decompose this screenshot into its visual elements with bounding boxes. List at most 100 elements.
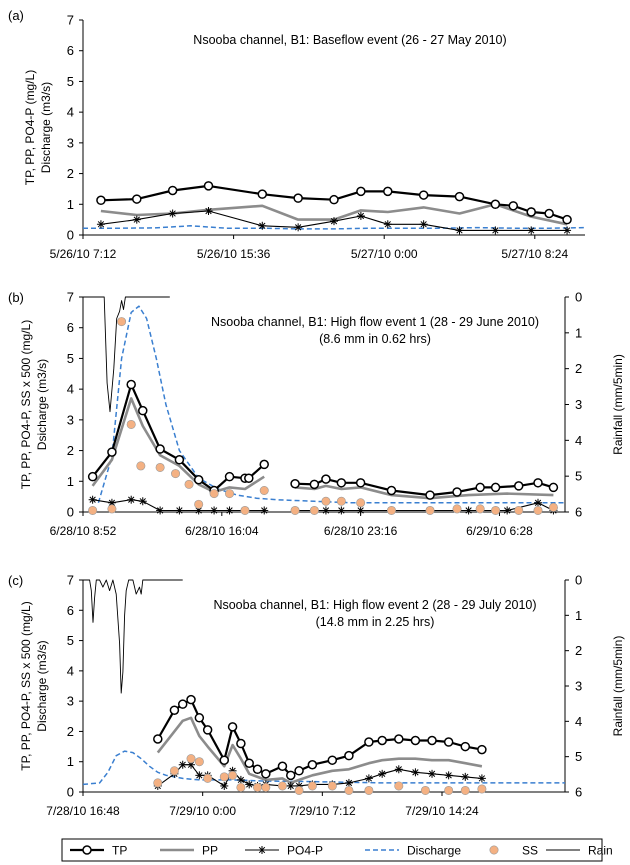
series-pp [91, 397, 265, 494]
data-point-ss [452, 504, 462, 514]
data-point-ss [261, 782, 271, 792]
data-point-tp [96, 195, 106, 206]
data-point-po4 [175, 506, 184, 515]
data-point-tp [87, 471, 98, 482]
data-point-ss [290, 505, 300, 515]
series-discharge [83, 225, 586, 230]
x-tick-label: 5/26/10 7:12 [50, 247, 117, 261]
data-point-tp [169, 705, 180, 715]
series-discharge [82, 750, 565, 786]
data-point-po4 [394, 765, 403, 774]
chart-title: Nsooba channel, B1: Baseflow event (26 -… [193, 33, 506, 47]
data-point-po4 [378, 769, 387, 778]
y2-tick-label: 2 [575, 361, 582, 376]
data-point-tp [277, 761, 288, 772]
series-line-pp [156, 716, 483, 785]
x-tick-label: 5/26/10 15:36 [197, 247, 271, 261]
x-tick-label: 6/28/10 16:04 [185, 524, 259, 538]
data-point-tp [377, 735, 387, 746]
series-line-rain [83, 296, 170, 413]
data-point-tp [203, 181, 214, 191]
y-tick-label: 7 [67, 290, 74, 305]
x-tick-label: 7/29/10 0:00 [169, 804, 236, 818]
y-tick-label: 4 [67, 382, 74, 397]
data-point-tp [548, 482, 559, 493]
y-tick-label: 2 [67, 443, 74, 458]
data-point-po4 [260, 506, 269, 515]
data-point-ss [186, 754, 196, 764]
data-point-po4 [210, 506, 219, 515]
data-point-po4 [491, 226, 500, 235]
legend-label: PP [202, 844, 218, 858]
data-point-ss [209, 489, 219, 499]
x-tick-label: 6/28/10 8:52 [50, 524, 117, 538]
data-point-tp [344, 750, 354, 761]
data-point-ss [394, 781, 404, 791]
y2-tick-label: 5 [575, 469, 582, 484]
series-tp [87, 379, 250, 496]
data-point-ss [253, 782, 263, 792]
x-tick-label: 6/28/10 23:16 [324, 524, 398, 538]
y-axis-label: Discharge (m3/s) [39, 82, 53, 173]
data-point-tp [244, 758, 254, 768]
data-point-ss [259, 485, 269, 495]
data-point-ss [356, 498, 366, 508]
data-point-ss [309, 505, 319, 515]
data-point-po4 [464, 506, 473, 515]
data-point-tp [177, 699, 188, 709]
y-tick-label: 1 [67, 197, 74, 212]
data-point-tp [153, 734, 163, 744]
x-tick-label: 7/28/10 16:48 [46, 804, 120, 818]
data-point-tp [460, 741, 471, 752]
y2-tick-label: 0 [575, 573, 582, 588]
data-point-tp [394, 734, 404, 744]
series-tp2 [244, 459, 269, 483]
data-point-po4 [444, 771, 453, 780]
y-tick-label: 5 [67, 74, 74, 89]
data-point-po4 [286, 781, 295, 790]
data-point-po4 [236, 775, 245, 784]
data-point-po4 [96, 220, 105, 229]
data-point-ss [344, 785, 354, 795]
data-point-tp [427, 735, 437, 746]
data-point-po4 [411, 768, 420, 777]
y-axis-label: TP, PP, PO4-P, SS x 500 (mg/L) [19, 320, 33, 489]
series-line-po4 [100, 210, 568, 231]
series-line-discharge [97, 305, 565, 504]
legend-item-tp: TP [70, 844, 127, 858]
data-point-tp [193, 475, 204, 485]
data-point-tp [364, 737, 374, 747]
data-point-tp [490, 199, 501, 210]
legend-item-discharge: Discharge [365, 844, 461, 858]
y-axis-label: Discharge (m3/s) [35, 640, 49, 731]
data-point-po4 [138, 497, 147, 506]
data-point-po4 [220, 781, 229, 790]
data-point-tp [155, 444, 165, 454]
y-tick-label: 0 [67, 228, 74, 243]
y-tick-label: 6 [67, 320, 74, 335]
panel-label: (c) [8, 573, 23, 588]
data-point-tp [562, 214, 572, 225]
panel-label: (b) [8, 290, 24, 305]
data-point-tp [526, 207, 536, 217]
data-point-po4 [204, 207, 213, 216]
data-point-po4 [321, 506, 330, 515]
data-point-po4 [503, 506, 512, 515]
data-point-tp [490, 482, 501, 493]
x-tick-label: 6/29/10 6:28 [466, 524, 533, 538]
data-point-tp [126, 379, 136, 390]
y2-tick-label: 3 [575, 397, 582, 412]
data-point-ss [277, 781, 287, 791]
legend: TP PP PO4-P Discharge SS Rain [61, 838, 613, 862]
data-point-ss [236, 782, 246, 792]
series-pp2 [294, 484, 554, 500]
data-point-po4 [477, 774, 486, 783]
data-point-tp [418, 190, 429, 200]
data-point-tp [321, 474, 331, 484]
data-point-tp [227, 722, 238, 732]
data-point-ss [425, 505, 435, 515]
data-point-tp [257, 189, 268, 199]
data-point-ss [136, 461, 146, 471]
data-point-tp [167, 185, 178, 196]
y2-tick-label: 6 [575, 505, 582, 520]
